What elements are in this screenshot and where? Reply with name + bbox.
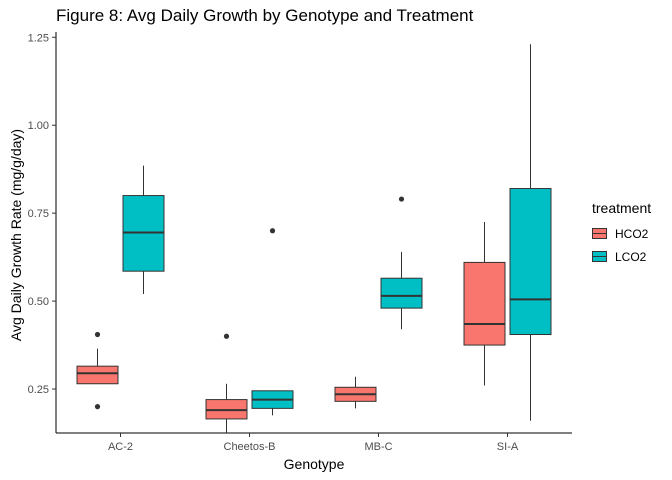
legend-item-lco2: LCO2 [592,245,651,268]
y-tick-label: 1.00 [28,120,49,132]
outlier-lco2-mb-c [398,196,405,202]
legend-key-hco2 [592,228,607,239]
legend: treatment HCO2 LCO2 [592,200,651,268]
x-tick-label: SI-A [497,441,519,453]
outlier-hco2-ac-2 [94,331,101,338]
outlier-hco2-ac-2 [94,404,101,410]
outlier-hco2-cheetos-b [223,333,230,339]
box-hco2-si-a [463,261,506,346]
box-lco2-mb-c [380,277,423,309]
outlier-lco2-cheetos-b [269,228,276,234]
y-tick-label: 1.25 [28,32,49,44]
legend-item-hco2: HCO2 [592,222,651,245]
chart-title: Figure 8: Avg Daily Growth by Genotype a… [56,6,474,25]
legend-label-hco2: HCO2 [615,226,649,241]
legend-title: treatment [592,200,652,216]
x-tick-label: Cheetos-B [224,441,276,453]
box-lco2-si-a [509,188,552,336]
y-tick-label: 0.25 [28,384,49,396]
x-tick-label: MB-C [364,441,392,453]
y-tick-label: 0.75 [28,208,49,220]
y-tick-label: 0.50 [28,296,49,308]
x-tick-label: AC-2 [108,441,133,453]
legend-key-lco2 [592,251,607,262]
x-axis-label: Genotype [283,456,345,472]
y-axis-label: Avg Daily Growth Rate (mg/g/day) [8,128,24,342]
box-hco2-ac-2 [76,365,119,385]
legend-label-lco2: LCO2 [615,249,647,264]
